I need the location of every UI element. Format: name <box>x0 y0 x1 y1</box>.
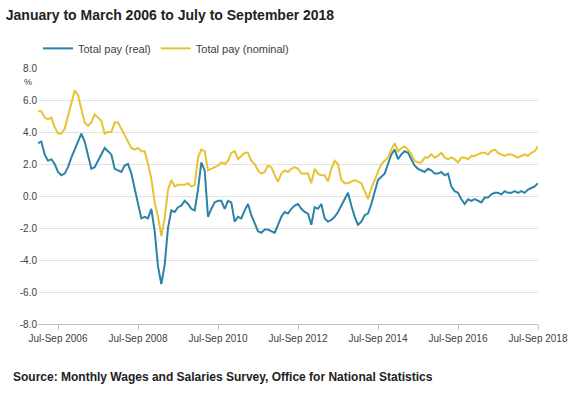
svg-text:Jul-Sep 2012: Jul-Sep 2012 <box>269 333 328 344</box>
svg-text:Total pay (nominal): Total pay (nominal) <box>196 43 289 55</box>
svg-text:January to March 2006 to July: January to March 2006 to July to Septemb… <box>6 7 335 23</box>
svg-text:Source: Monthly Wages and Sala: Source: Monthly Wages and Salaries Surve… <box>13 370 433 384</box>
svg-text:Jul-Sep 2014: Jul-Sep 2014 <box>349 333 408 344</box>
svg-text:Jul-Sep 2016: Jul-Sep 2016 <box>429 333 488 344</box>
svg-text:Jul-Sep 2018: Jul-Sep 2018 <box>509 333 568 344</box>
svg-text:6.0: 6.0 <box>23 95 37 106</box>
svg-text:-8.0: -8.0 <box>20 319 38 330</box>
svg-text:-2.0: -2.0 <box>20 223 38 234</box>
svg-text:%: % <box>24 77 32 87</box>
svg-text:2.0: 2.0 <box>23 159 37 170</box>
svg-text:Jul-Sep 2010: Jul-Sep 2010 <box>189 333 248 344</box>
svg-text:8.0: 8.0 <box>23 63 37 74</box>
svg-text:Jul-Sep 2006: Jul-Sep 2006 <box>29 333 88 344</box>
svg-text:-6.0: -6.0 <box>20 287 38 298</box>
svg-text:-4.0: -4.0 <box>20 255 38 266</box>
svg-text:4.0: 4.0 <box>23 127 37 138</box>
svg-text:Total pay (real): Total pay (real) <box>78 43 151 55</box>
svg-text:Jul-Sep 2008: Jul-Sep 2008 <box>109 333 168 344</box>
svg-text:0.0: 0.0 <box>23 191 37 202</box>
